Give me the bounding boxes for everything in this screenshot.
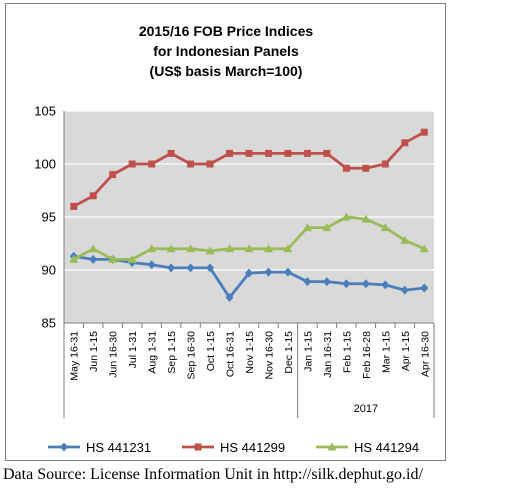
data-point-hs-441294 (263, 244, 273, 253)
x-tick-label: Nov 1-15 (244, 331, 256, 374)
chart-frame: 2015/16 FOB Price Indices for Indonesian … (5, 3, 446, 461)
x-tick-label: Jun 16-30 (108, 331, 120, 378)
y-tick-label-100: 100 (34, 157, 56, 172)
data-point-hs-441231 (342, 279, 351, 289)
legend-marker-hs-441299 (194, 443, 202, 451)
x-tick-label: Sep 1-15 (166, 331, 178, 374)
data-point-hs-441299 (206, 160, 214, 168)
legend-marker-hs-441231 (60, 442, 68, 452)
data-point-hs-441294 (225, 244, 235, 253)
x-group-label: 2017 (354, 403, 378, 415)
chart-title-line-1: 2015/16 FOB Price Indices (139, 23, 314, 39)
data-point-hs-441299 (303, 149, 311, 157)
data-point-hs-441294 (108, 254, 118, 263)
data-point-hs-441299 (264, 149, 272, 157)
data-point-hs-441294 (186, 244, 196, 253)
data-point-hs-441231 (167, 263, 176, 273)
x-tick-label: Mar 1-15 (380, 331, 392, 373)
data-point-hs-441231 (283, 267, 292, 277)
data-point-hs-441294 (302, 223, 312, 232)
data-point-hs-441294 (205, 246, 215, 255)
x-tick-label: Feb 1-15 (341, 331, 353, 373)
x-tick-label: Oct 16-31 (225, 331, 237, 377)
data-point-hs-441231 (400, 285, 409, 295)
data-source-note: Data Source: License Information Unit in… (3, 466, 423, 483)
data-point-hs-441231 (245, 268, 253, 278)
data-point-hs-441294 (166, 244, 176, 253)
y-tick-label-105: 105 (34, 104, 56, 119)
chart-title-line-2: for Indonesian Panels (153, 43, 299, 59)
y-tick-label-85: 85 (42, 316, 56, 331)
data-point-hs-441294 (283, 244, 293, 253)
data-point-hs-441294 (244, 244, 254, 253)
data-point-hs-441231 (420, 283, 429, 293)
data-point-hs-441299 (245, 149, 253, 157)
data-point-hs-441299 (284, 149, 292, 157)
data-point-hs-441294 (400, 235, 410, 244)
data-point-hs-441231 (381, 280, 390, 290)
data-point-hs-441231 (89, 254, 98, 264)
legend-label-hs-441294: HS 441294 (354, 440, 419, 455)
x-tick-label: Oct 1-15 (205, 331, 217, 371)
data-point-hs-441294 (322, 223, 332, 232)
data-point-hs-441299 (342, 164, 350, 172)
x-tick-label: Feb 16-28 (361, 331, 373, 379)
x-tick-label: Jul 1-31 (127, 331, 139, 369)
data-point-hs-441294 (69, 254, 79, 263)
data-point-hs-441231 (322, 277, 331, 287)
x-tick-label: Jun 1-15 (88, 331, 100, 372)
x-tick-label: Apr 16-30 (419, 331, 431, 377)
y-tick-label-90: 90 (42, 263, 56, 278)
data-point-hs-441294 (419, 244, 429, 253)
data-point-hs-441299 (70, 202, 78, 210)
data-point-hs-441231 (147, 260, 156, 270)
data-point-hs-441299 (381, 160, 389, 168)
data-point-hs-441299 (128, 160, 136, 168)
legend-marker-hs-441294 (327, 442, 337, 451)
x-tick-label: Jan 16-31 (322, 331, 334, 378)
data-point-hs-441231 (361, 279, 370, 289)
data-point-hs-441299 (420, 128, 428, 136)
data-point-hs-441294 (88, 244, 98, 253)
data-point-hs-441299 (362, 164, 370, 172)
chart-title-line-3: (US$ basis March=100) (150, 63, 303, 79)
legend-label-hs-441231: HS 441231 (86, 440, 151, 455)
data-point-hs-441294 (147, 244, 157, 253)
x-tick-label: Nov 16-30 (263, 331, 275, 380)
data-point-hs-441231 (206, 263, 215, 273)
line-chart: 2015/16 FOB Price Indices for Indonesian … (34, 23, 435, 455)
data-point-hs-441299 (89, 192, 97, 200)
x-tick-label: May 16-31 (69, 331, 81, 381)
data-point-hs-441231 (264, 267, 273, 277)
data-point-hs-441294 (341, 212, 351, 221)
data-point-hs-441299 (187, 160, 195, 168)
data-point-hs-441299 (167, 149, 175, 157)
data-point-hs-441299 (148, 160, 156, 168)
data-point-hs-441231 (225, 293, 234, 303)
data-point-hs-441294 (127, 254, 137, 263)
legend-label-hs-441299: HS 441299 (220, 440, 285, 455)
data-point-hs-441294 (380, 223, 390, 232)
x-tick-label: Apr 1-15 (400, 331, 412, 371)
data-point-hs-441299 (226, 149, 234, 157)
data-point-hs-441299 (323, 149, 331, 157)
x-tick-label: Aug 1-31 (147, 331, 159, 374)
x-tick-label: Dec 1-15 (283, 331, 295, 374)
data-point-hs-441294 (361, 214, 371, 223)
x-tick-label: Jan 1-15 (302, 331, 314, 372)
data-point-hs-441231 (186, 263, 195, 273)
data-point-hs-441299 (109, 171, 117, 179)
data-point-hs-441231 (303, 277, 312, 287)
y-tick-label-95: 95 (42, 210, 56, 225)
x-tick-label: Sep 16-30 (186, 331, 198, 380)
data-point-hs-441299 (401, 139, 409, 147)
